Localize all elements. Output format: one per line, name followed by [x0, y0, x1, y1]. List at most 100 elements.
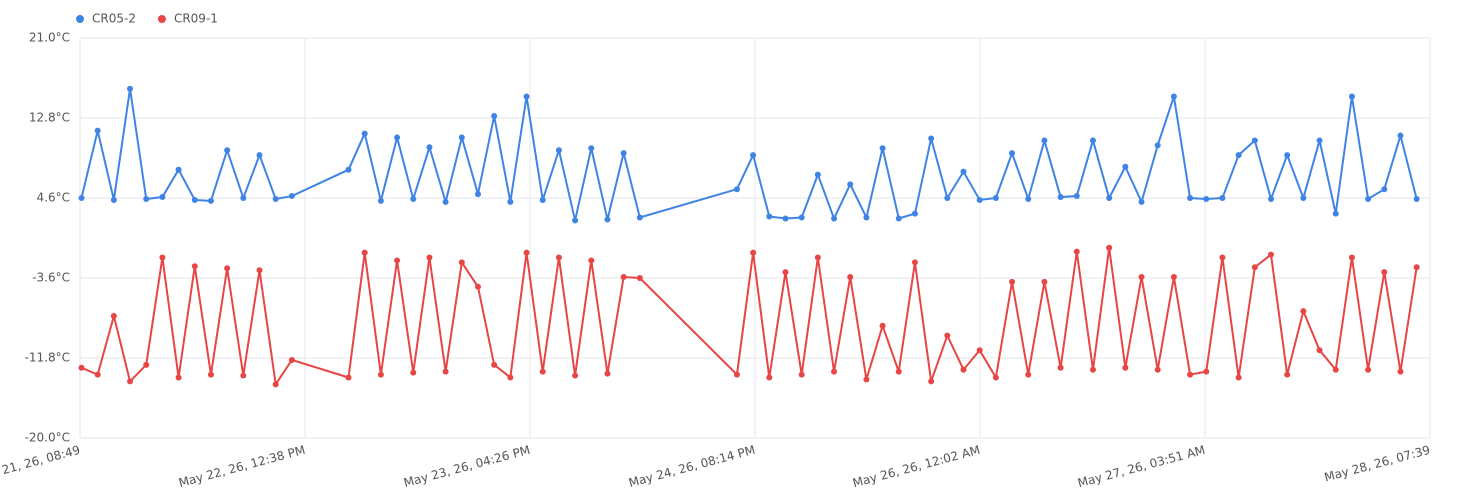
data-point: [507, 374, 514, 381]
x-tick-label: May 21, 26, 08:49: [0, 443, 82, 485]
x-tick-label: May 26, 26, 12:02 AM: [851, 443, 982, 491]
data-point: [604, 216, 611, 223]
data-point: [1316, 347, 1323, 354]
data-point: [1300, 308, 1307, 315]
data-point: [944, 195, 951, 201]
legend-label: CR09-1: [174, 12, 218, 26]
data-point: [960, 366, 967, 373]
data-point: [1365, 366, 1372, 373]
data-point: [345, 374, 352, 381]
data-point: [377, 197, 384, 204]
data-point: [1187, 195, 1194, 201]
data-point: [1057, 364, 1064, 371]
data-point: [94, 127, 101, 134]
data-point: [256, 152, 263, 159]
legend-label: CR05-2: [92, 12, 136, 26]
data-point: [256, 267, 263, 274]
data-point: [1381, 186, 1388, 193]
y-tick-label: 21.0°C: [29, 31, 70, 45]
data-point: [1170, 274, 1177, 281]
data-point: [224, 147, 231, 154]
data-point: [1219, 195, 1226, 201]
data-point: [1138, 198, 1145, 205]
data-point: [798, 371, 805, 378]
data-point: [1219, 254, 1226, 261]
data-point: [863, 376, 870, 383]
data-point: [1138, 274, 1145, 281]
data-point: [1089, 366, 1096, 373]
data-point: [1089, 137, 1096, 144]
y-tick-label: -11.8°C: [25, 351, 70, 365]
data-point: [78, 364, 85, 371]
data-point: [1203, 368, 1210, 375]
data-point: [491, 113, 498, 120]
data-point: [1348, 93, 1355, 100]
data-point: [110, 196, 117, 203]
data-point: [175, 166, 182, 173]
y-tick-label: -20.0°C: [25, 431, 70, 445]
data-point: [1284, 152, 1291, 159]
data-point: [1170, 93, 1177, 100]
data-point: [976, 347, 983, 354]
data-point: [588, 257, 595, 264]
data-point: [831, 368, 838, 375]
data-point: [555, 254, 562, 261]
data-point: [1187, 371, 1194, 378]
data-point: [928, 135, 935, 142]
legend-item: CR09-1: [157, 12, 218, 26]
data-point: [782, 269, 789, 276]
data-point: [1332, 366, 1339, 373]
data-point: [1397, 368, 1404, 375]
data-point: [1235, 152, 1242, 159]
data-point: [1073, 193, 1080, 200]
data-point: [733, 186, 740, 193]
data-point: [1381, 269, 1388, 276]
data-point: [992, 374, 999, 381]
data-point: [1025, 195, 1032, 202]
data-point: [1154, 142, 1161, 149]
x-tick-label: May 22, 26, 12:38 PM: [177, 443, 307, 490]
data-point: [911, 210, 918, 217]
data-point: [555, 147, 562, 154]
data-point: [1041, 137, 1048, 144]
data-point: [1122, 163, 1129, 170]
data-point: [474, 191, 481, 198]
data-point: [1057, 194, 1064, 201]
data-point: [1365, 195, 1372, 202]
data-point: [1267, 251, 1274, 258]
data-point: [960, 168, 967, 175]
data-point: [523, 249, 530, 256]
data-point: [750, 249, 757, 256]
data-point: [458, 259, 465, 266]
data-point: [78, 195, 85, 201]
data-point: [240, 372, 247, 379]
data-point: [191, 196, 198, 203]
data-point: [895, 215, 902, 222]
data-point: [1332, 210, 1339, 217]
data-point: [750, 152, 757, 159]
data-point: [1251, 264, 1258, 271]
data-point: [572, 372, 579, 379]
data-point: [976, 196, 983, 203]
data-point: [143, 361, 150, 368]
data-point: [992, 195, 999, 201]
data-point: [1284, 371, 1291, 378]
data-point: [361, 130, 368, 137]
data-point: [1413, 264, 1420, 271]
x-tick-label: May 24, 26, 08:14 PM: [627, 443, 757, 490]
data-point: [410, 195, 417, 202]
data-point: [272, 381, 279, 388]
data-point: [911, 259, 918, 266]
data-point: [814, 254, 821, 261]
data-point: [207, 197, 214, 204]
data-point: [159, 254, 166, 261]
data-point: [1413, 195, 1420, 202]
data-point: [458, 134, 465, 141]
data-point: [127, 85, 134, 92]
x-tick-label: May 28, 26, 07:39: [1323, 443, 1432, 485]
legend-item: CR05-2: [76, 12, 136, 26]
data-point: [426, 144, 433, 151]
data-point: [175, 374, 182, 381]
data-point: [572, 217, 579, 224]
data-point: [928, 378, 935, 385]
